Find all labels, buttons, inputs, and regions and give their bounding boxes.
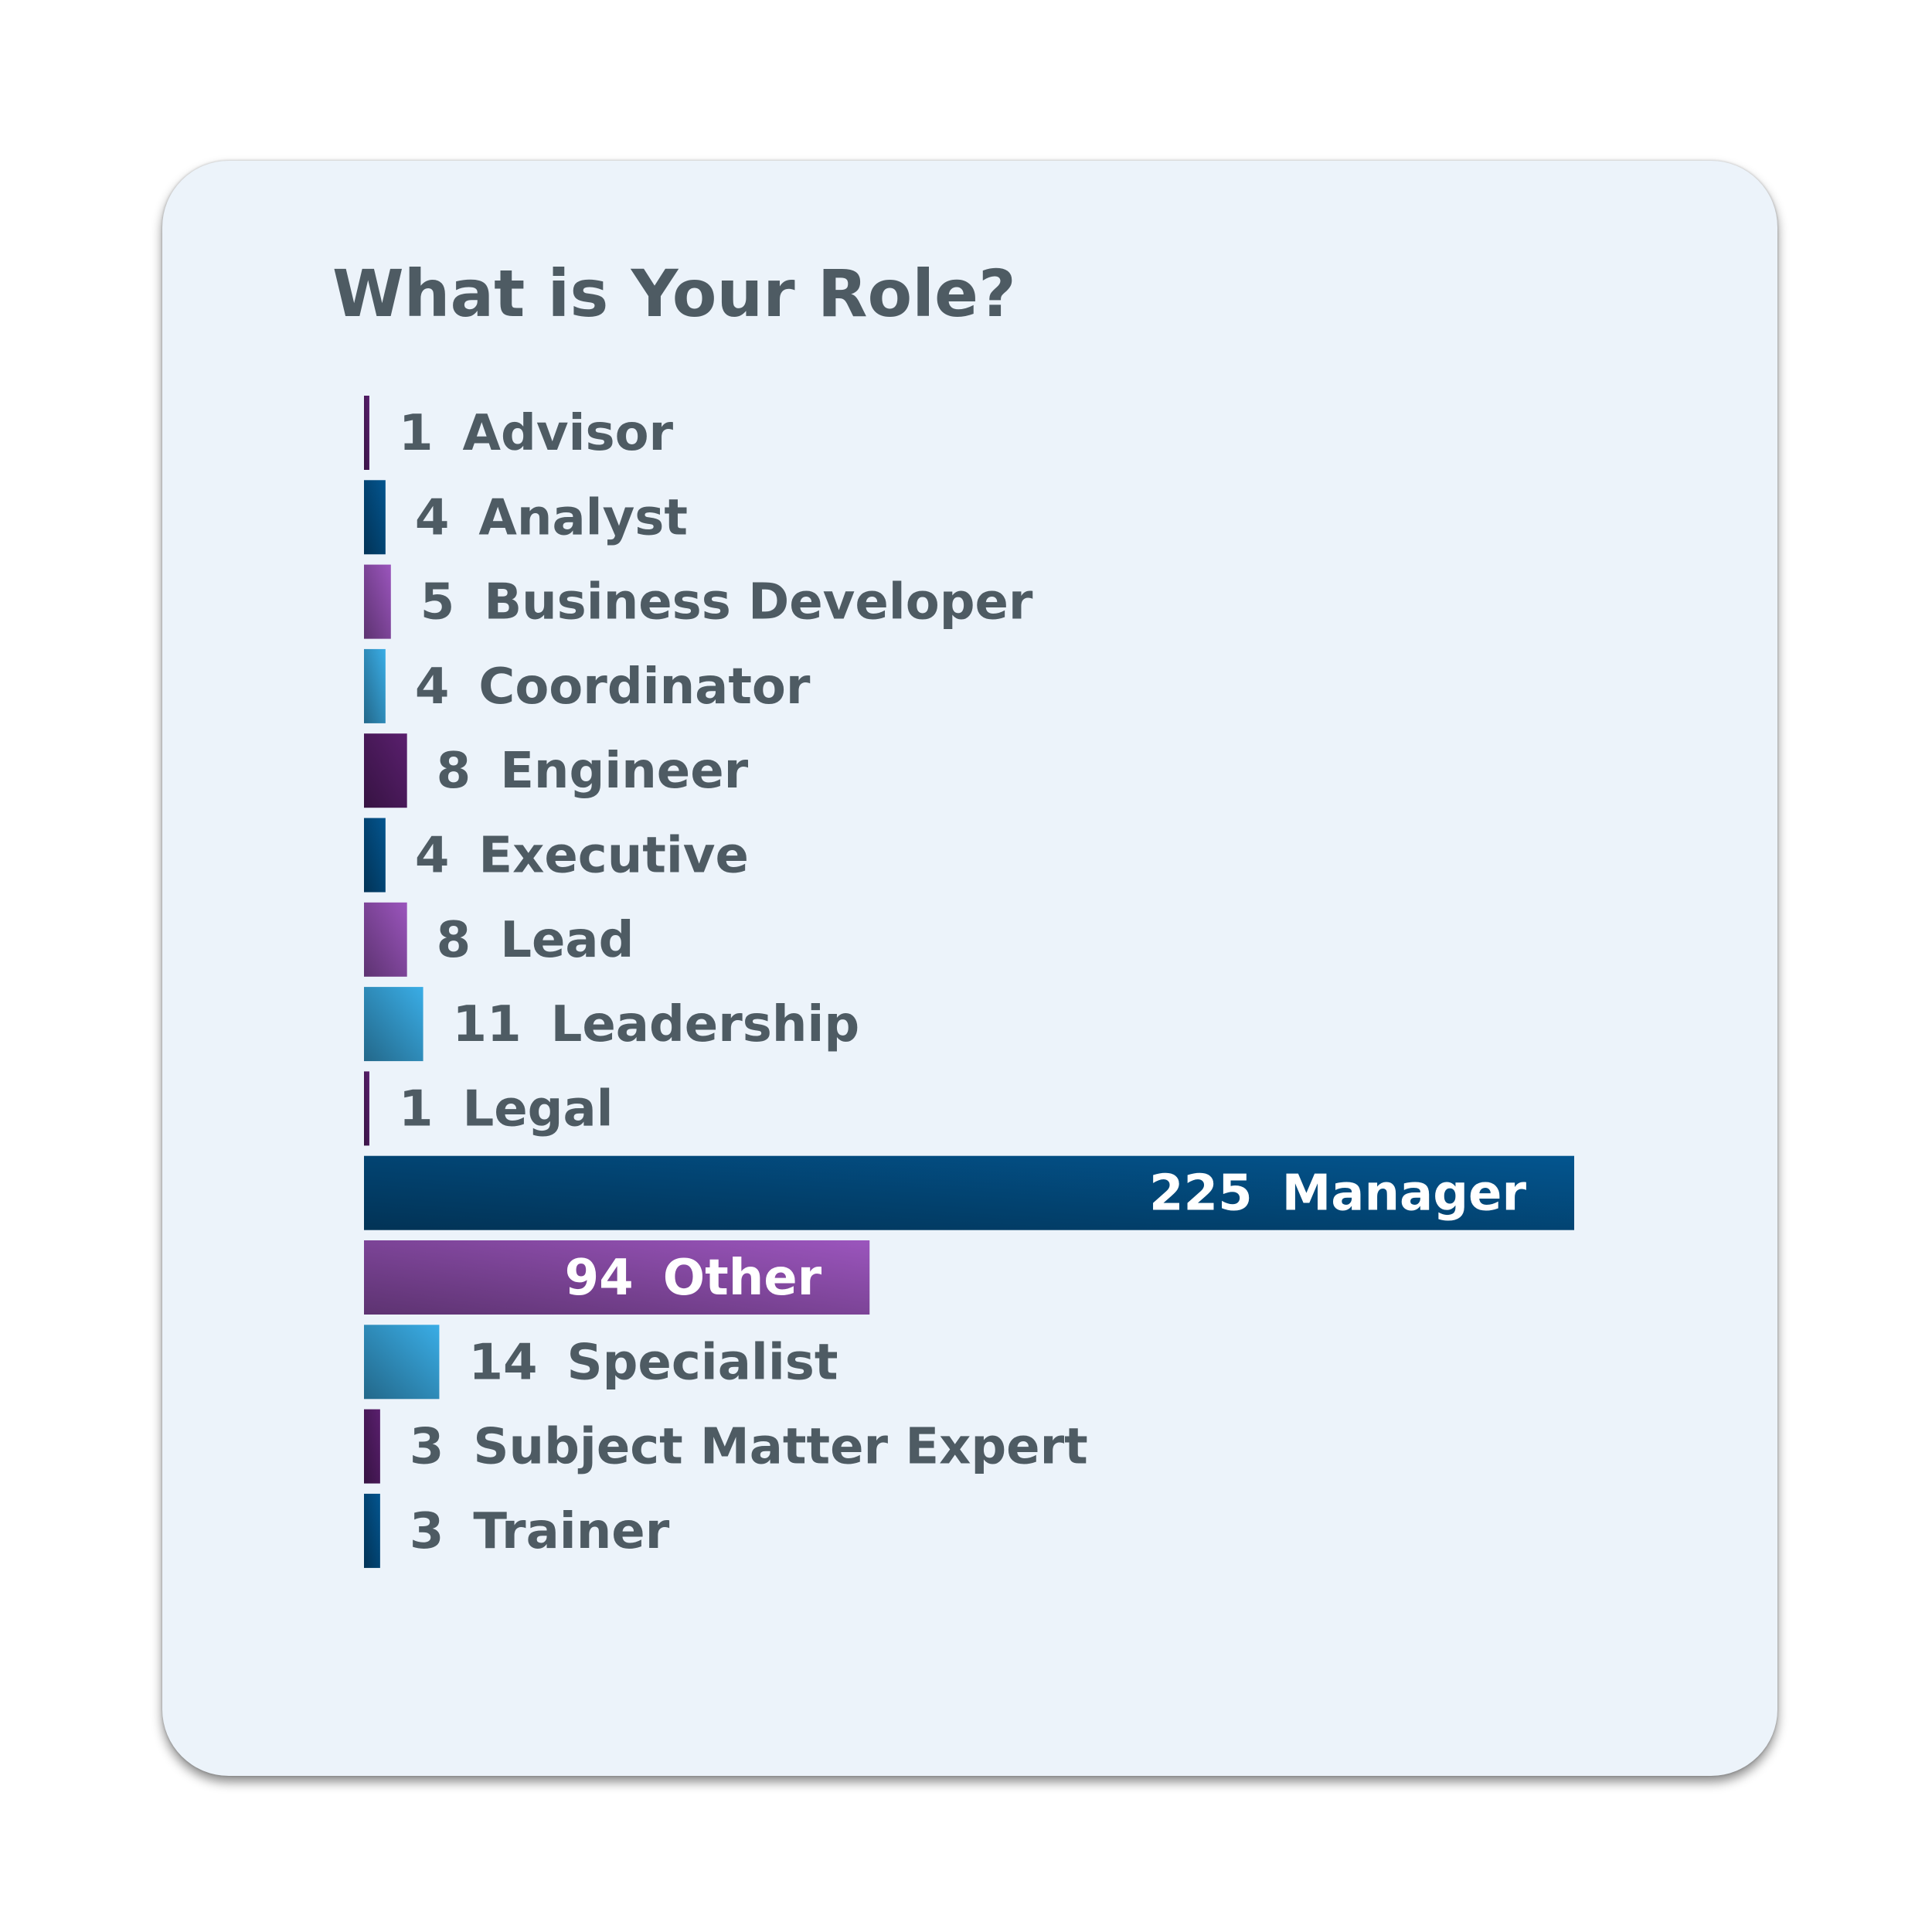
bar-engineer [364,733,407,808]
bar-leadership [364,987,423,1062]
bar-executive [364,818,386,893]
bar-category-label: Specialist [567,1334,838,1391]
bar-value-label: 11 [453,996,522,1053]
bar-label: 3 Subject Matter Expert [410,1419,1088,1476]
bar-category-label: Lead [500,912,634,969]
bar-label: 4 Executive [415,828,749,885]
bar-value-label: 5 [420,574,455,631]
bar-category-label: Coordinator [478,658,811,716]
bar-category-label: Subject Matter Expert [473,1419,1087,1476]
bar-category-label: Business Developer [484,574,1033,631]
bar-category-label: Advisor [462,405,673,462]
bar-label: 4 Coordinator [415,658,811,716]
bar-value-label: 94 [565,1250,634,1307]
bar-value-label: 3 [410,1503,444,1560]
bar-category-label: Executive [478,828,749,885]
bar-value-label: 3 [410,1419,444,1476]
bar-value-label: 4 [415,828,450,885]
bar-label: 11 Leadership [453,996,860,1053]
bar-label: 8 Engineer [437,743,749,800]
bar-category-label: Engineer [500,743,748,800]
bar-coordinator [364,648,386,723]
bar-label: 1 Advisor [399,405,674,462]
bar-value-label: 4 [415,658,450,716]
bar-business-developer [364,564,391,639]
bar-advisor [364,396,369,470]
bar-label: 94 Other [565,1250,822,1307]
bar-label: 225 Manager [1149,1165,1526,1223]
bar-label: 4 Analyst [415,489,688,546]
bar-analyst [364,480,386,555]
bar-lead [364,902,407,977]
bar-subject-matter-expert [364,1409,380,1484]
chart-title: What is Your Role? [332,256,1016,332]
bar-label: 1 Legal [399,1080,614,1138]
bar-label: 3 Trainer [410,1503,670,1560]
chart-card [162,161,1777,1776]
bar-trainer [364,1493,380,1568]
bar-manager [364,1155,1574,1230]
bar-category-label: Analyst [478,489,688,546]
bar-label: 14 Specialist [468,1334,838,1391]
bar-other [364,1240,870,1315]
bar-value-label: 225 [1149,1165,1253,1223]
bar-value-label: 1 [399,405,434,462]
bar-category-label: Other [663,1250,822,1307]
bar-category-label: Legal [462,1080,613,1138]
bar-value-label: 8 [437,912,471,969]
bar-label: 8 Lead [437,912,634,969]
bar-value-label: 1 [399,1080,434,1138]
bar-value-label: 8 [437,743,471,800]
bar-legal [364,1071,369,1146]
bar-category-label: Leadership [551,996,860,1053]
bar-specialist [364,1325,440,1400]
bar-category-label: Manager [1282,1165,1527,1223]
bar-value-label: 4 [415,489,450,546]
bar-label: 5 Business Developer [420,574,1033,631]
bar-value-label: 14 [468,1334,537,1391]
bar-category-label: Trainer [473,1503,669,1560]
